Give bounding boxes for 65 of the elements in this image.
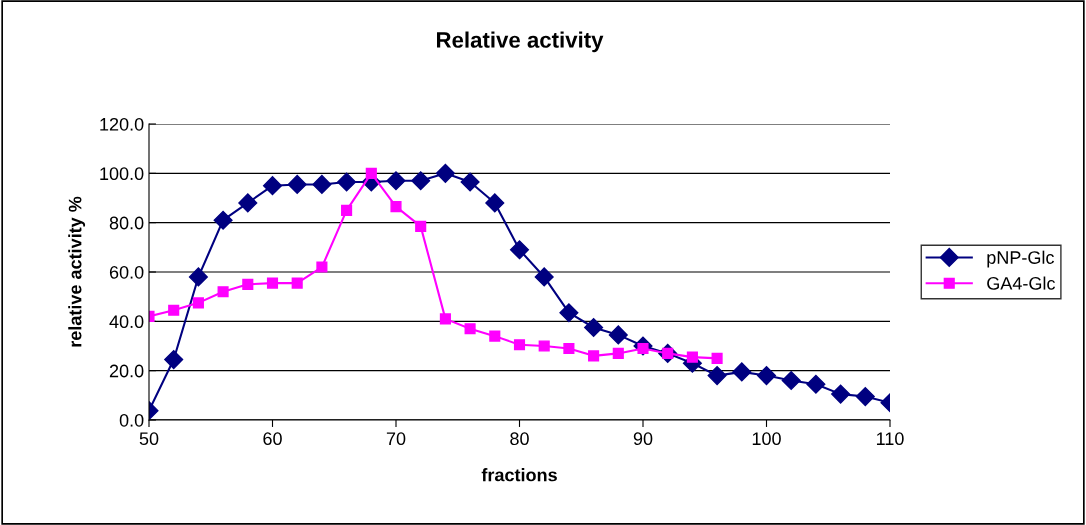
point — [588, 350, 600, 362]
point — [513, 339, 526, 351]
y-tick-label: 40.0 — [109, 315, 144, 329]
point — [806, 374, 826, 394]
point — [732, 362, 752, 382]
point — [855, 387, 875, 407]
y-tick-label: 0.0 — [119, 413, 144, 427]
legend-label: pNP-Glc — [987, 250, 1054, 268]
point — [365, 167, 377, 179]
point — [262, 176, 283, 196]
y-tick-label: 120.0 — [100, 117, 144, 131]
point — [612, 347, 624, 359]
legend-label: GA4-Glc — [987, 276, 1056, 290]
point — [756, 366, 777, 386]
x-tick-label: 80 — [510, 432, 529, 446]
point — [460, 172, 480, 192]
point — [538, 340, 550, 352]
x-tick-label: 100 — [752, 432, 781, 446]
point — [192, 297, 204, 309]
point — [242, 278, 254, 290]
point — [485, 193, 505, 213]
point — [213, 210, 233, 230]
x-tick-label: 70 — [386, 432, 406, 446]
point — [168, 304, 180, 316]
point — [312, 174, 332, 194]
point — [238, 193, 258, 213]
x-tick-label: 60 — [263, 432, 282, 446]
point — [341, 204, 353, 216]
point — [781, 370, 801, 391]
point — [386, 171, 406, 191]
point — [584, 317, 604, 338]
point — [287, 174, 307, 194]
point — [439, 313, 451, 325]
y-axis-title: relative activity % — [68, 196, 86, 347]
point — [831, 384, 851, 404]
point — [489, 330, 501, 342]
y-tick-label: 20.0 — [109, 364, 144, 378]
x-tick-label: 110 — [876, 432, 904, 446]
point — [217, 286, 229, 298]
point — [188, 267, 208, 287]
x-tick-label: 50 — [139, 432, 159, 446]
point — [464, 323, 476, 335]
y-tick-label: 60.0 — [109, 265, 144, 279]
point — [563, 342, 575, 355]
x-axis-title: fractions — [481, 468, 557, 482]
point — [534, 267, 554, 287]
y-tick-label: 80.0 — [109, 216, 144, 230]
x-tick-label: 90 — [633, 432, 653, 446]
point — [686, 351, 698, 363]
point — [316, 261, 328, 273]
point — [435, 163, 455, 183]
chart-title: Relative activity — [437, 31, 604, 53]
point — [711, 352, 723, 364]
point — [608, 325, 628, 345]
point — [509, 240, 530, 260]
y-tick-label: 100.0 — [100, 167, 144, 181]
point — [415, 220, 427, 232]
point — [707, 366, 727, 386]
point — [411, 171, 431, 191]
point — [164, 350, 184, 370]
point — [291, 277, 303, 289]
point — [266, 277, 279, 289]
point — [337, 172, 357, 192]
point — [559, 303, 579, 323]
point — [390, 201, 402, 213]
